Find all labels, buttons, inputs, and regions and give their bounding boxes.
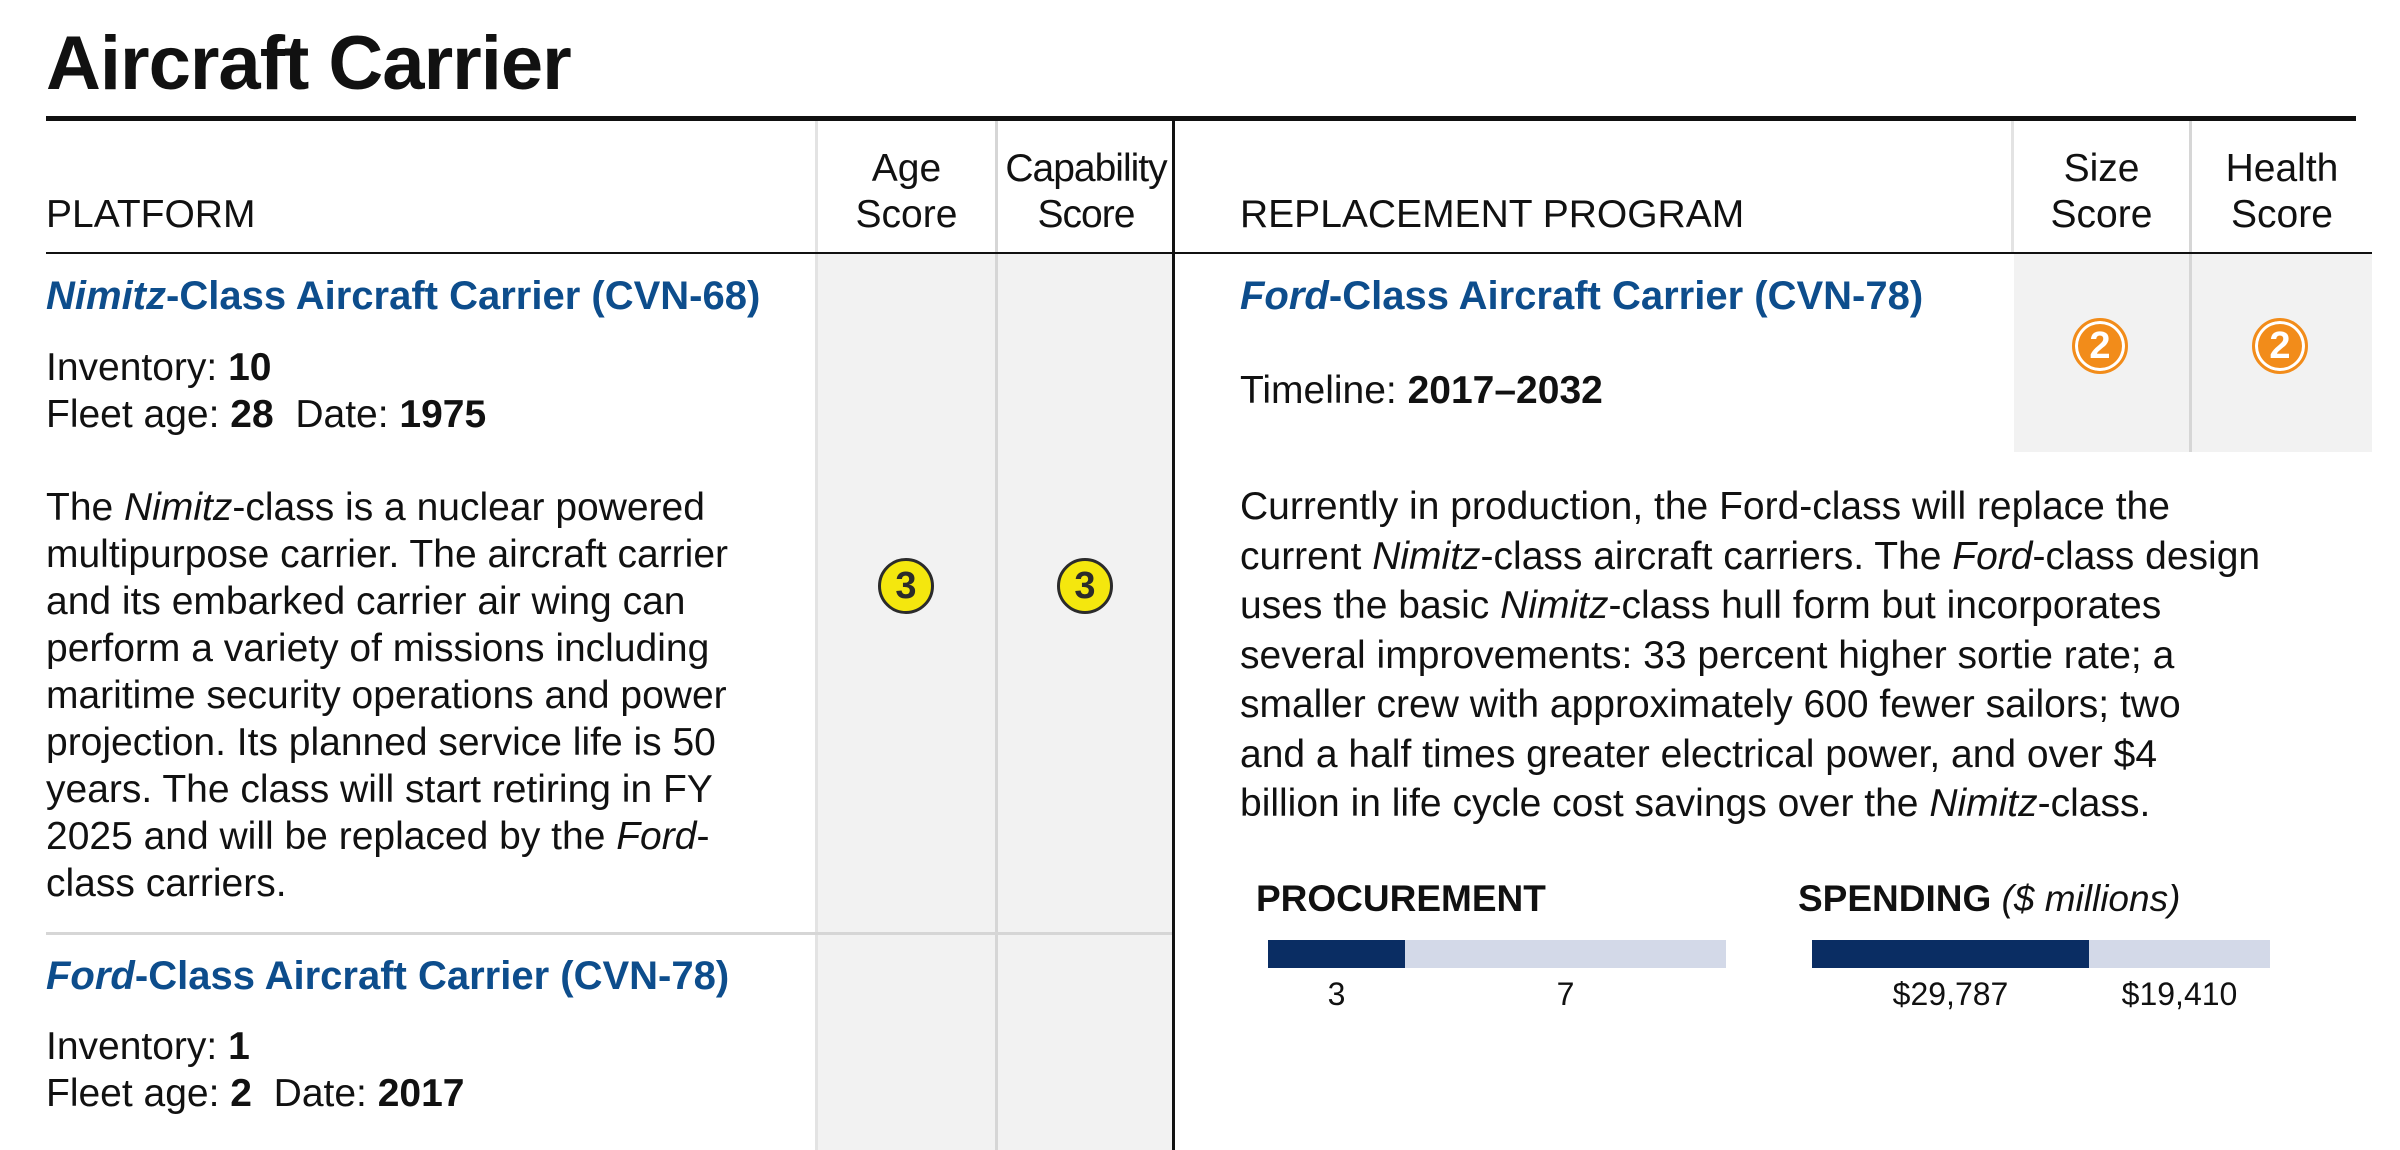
age-score-header-line1: Age (871, 147, 942, 190)
replacement-description: Currently in production, the Ford-class … (1240, 482, 2360, 829)
platform-name-rest: -Class Aircraft Carrier (CVN-68) (166, 274, 761, 318)
page-title: Aircraft Carrier (46, 21, 572, 106)
procurement-label: PROCUREMENT (1256, 878, 1546, 919)
age-score-badge: 3 (878, 558, 934, 614)
size-score-header-line2: Score (2050, 193, 2153, 236)
capability-score-badge: 3 (1057, 558, 1113, 614)
platform-description-line: projection. Its planned service life is … (46, 721, 716, 764)
spending-bar-remaining (2089, 940, 2270, 968)
left-header-rule (46, 252, 1174, 254)
inventory-label: Inventory: (46, 1025, 229, 1068)
fleet-age-label: Fleet age: (46, 393, 231, 436)
inventory-label: Inventory: (46, 346, 229, 389)
replacement-name-italic: Ford (1240, 274, 1329, 318)
platform-fleet-age: Fleet age: 2 Date: 2017 (46, 1071, 464, 1117)
platform-description-line: and its embarked carrier air wing can (46, 580, 686, 623)
platform-description-line: 2025 and will be replaced by the Ford- (46, 815, 710, 858)
platform-header: PLATFORM (46, 193, 256, 236)
replacement-program-header: REPLACEMENT PROGRAM (1240, 193, 1745, 236)
date-value: 1975 (399, 393, 487, 436)
platform-description-line: years. The class will start retiring in … (46, 768, 713, 811)
size-score-badge: 2 (2072, 318, 2128, 374)
platform-description-line: maritime security operations and power (46, 674, 727, 717)
platform-description-line: perform a variety of missions including (46, 627, 710, 670)
replacement-description-line: smaller crew with approximately 600 fewe… (1240, 683, 2181, 726)
size-score-header: Size Score (2014, 146, 2189, 238)
platform-inventory: Inventory: 1 (46, 1024, 250, 1070)
capability-score-header: Capability Score (998, 146, 1174, 238)
procurement-bar (1268, 940, 1726, 968)
size-score-header-line1: Size (2063, 147, 2140, 190)
replacement-description-line: and a half times greater electrical powe… (1240, 732, 2158, 776)
platform-fleet-age: Fleet age: 28 Date: 1975 (46, 392, 486, 438)
date-label: Date: (295, 393, 400, 436)
inventory-value: 1 (228, 1025, 250, 1068)
platform-description-line: multipurpose carrier. The aircraft carri… (46, 533, 729, 576)
age-score-column (818, 254, 995, 1150)
timeline-value: 2017–2032 (1407, 369, 1603, 412)
right-score-column-divider-left (2011, 121, 2014, 252)
capability-score-column (998, 254, 1174, 1150)
score-column-divider-left (815, 121, 818, 1150)
platform-name: Ford-Class Aircraft Carrier (CVN-78) (46, 954, 729, 999)
fleet-age-value: 28 (230, 393, 274, 436)
spending-label-text: SPENDING (1798, 878, 1992, 919)
platform-description-line: The Nimitz-class is a nuclear powered (46, 486, 705, 529)
right-header-rule (1174, 252, 2372, 254)
right-score-column-divider (2189, 121, 2192, 452)
fleet-age-value: 2 (230, 1072, 252, 1115)
platform-name: Nimitz-Class Aircraft Carrier (CVN-68) (46, 274, 760, 319)
platform-inventory: Inventory: 10 (46, 345, 271, 391)
spending-spent-value: $29,787 (1892, 976, 2009, 1012)
platform-separator (46, 932, 1172, 935)
date-value: 2017 (377, 1072, 465, 1115)
age-score-header: Age Score (818, 146, 995, 238)
platform-name-rest: -Class Aircraft Carrier (CVN-78) (134, 954, 730, 998)
health-score-header: Health Score (2192, 146, 2372, 238)
spending-bar-spent (1812, 940, 2089, 968)
spending-label: SPENDING ($ millions) (1798, 878, 2180, 920)
replacement-name: Ford-Class Aircraft Carrier (CVN-78) (1240, 274, 1923, 319)
timeline-label: Timeline: (1240, 369, 1408, 412)
health-score-badge: 2 (2252, 318, 2308, 374)
procurement-bar-remaining (1405, 940, 1726, 968)
procurement-bar-completed (1268, 940, 1405, 968)
replacement-name-rest: -Class Aircraft Carrier (CVN-78) (1328, 274, 1924, 318)
replacement-description-line: billion in life cycle cost savings over … (1240, 782, 2151, 825)
spending-unit: ($ millions) (2001, 878, 2181, 919)
platform-name-italic: Ford (46, 954, 135, 998)
fleet-age-label: Fleet age: (46, 1072, 231, 1115)
replacement-description-line: Currently in production, the Ford-class … (1240, 485, 2170, 528)
replacement-timeline: Timeline: 2017–2032 (1240, 368, 1603, 414)
title-rule (46, 116, 2356, 121)
score-column-divider (995, 121, 998, 1150)
platform-description: The Nimitz-class is a nuclear powered mul… (46, 484, 806, 907)
age-score-header-line2: Score (855, 193, 958, 236)
capability-score-header-line1: Capability (1005, 147, 1167, 190)
replacement-description-line: current Nimitz-class aircraft carriers. … (1240, 534, 2261, 578)
health-score-header-line2: Score (2231, 193, 2333, 236)
spending-remaining-value: $19,410 (2121, 976, 2238, 1012)
platform-name-italic: Nimitz (46, 274, 166, 318)
spending-bar (1812, 940, 2270, 968)
replacement-description-line: uses the basic Nimitz-class hull form bu… (1240, 584, 2162, 627)
date-label: Date: (273, 1072, 378, 1115)
replacement-description-line: several improvements: 33 percent higher … (1240, 633, 2175, 677)
table-divider (1172, 121, 1175, 1150)
platform-description-line: class carriers. (46, 862, 287, 905)
procurement-remaining-value: 7 (1556, 976, 1575, 1012)
capability-score-header-line2: Score (1037, 193, 1136, 236)
health-score-header-line1: Health (2225, 147, 2339, 190)
inventory-value: 10 (228, 346, 272, 389)
procurement-completed-value: 3 (1327, 976, 1346, 1012)
